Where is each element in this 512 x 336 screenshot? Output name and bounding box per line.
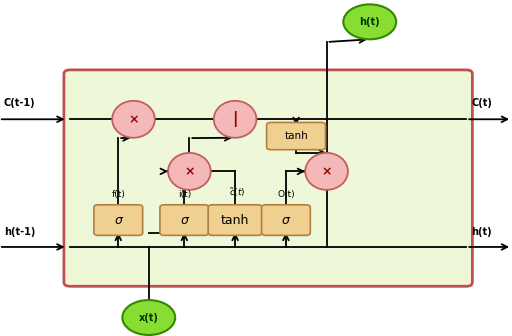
Text: f(t): f(t)	[111, 190, 125, 199]
Text: σ: σ	[114, 214, 122, 226]
Text: |: |	[232, 111, 238, 127]
Circle shape	[344, 4, 396, 39]
Text: $\tilde{c}(t)$: $\tilde{c}(t)$	[229, 186, 246, 199]
Text: ×: ×	[184, 165, 195, 178]
Text: σ: σ	[282, 214, 290, 226]
Ellipse shape	[214, 101, 257, 138]
Text: x(t): x(t)	[139, 312, 159, 323]
Text: σ: σ	[180, 214, 188, 226]
Ellipse shape	[168, 153, 211, 190]
FancyBboxPatch shape	[64, 70, 473, 286]
Text: h(t): h(t)	[359, 17, 380, 27]
Text: tanh: tanh	[221, 214, 249, 226]
FancyBboxPatch shape	[208, 205, 262, 236]
Ellipse shape	[305, 153, 348, 190]
Text: C(t): C(t)	[472, 98, 492, 108]
Text: ×: ×	[322, 165, 332, 178]
Text: C(t-1): C(t-1)	[4, 98, 36, 108]
Text: O(t): O(t)	[277, 190, 295, 199]
Circle shape	[122, 300, 175, 335]
FancyBboxPatch shape	[262, 205, 310, 236]
Text: h(t): h(t)	[472, 227, 492, 237]
Ellipse shape	[112, 101, 155, 138]
Text: i(t): i(t)	[178, 190, 191, 199]
Text: ×: ×	[129, 113, 139, 126]
FancyBboxPatch shape	[267, 123, 326, 150]
FancyBboxPatch shape	[160, 205, 209, 236]
FancyBboxPatch shape	[94, 205, 143, 236]
Text: h(t-1): h(t-1)	[4, 227, 35, 237]
Text: tanh: tanh	[284, 131, 308, 141]
